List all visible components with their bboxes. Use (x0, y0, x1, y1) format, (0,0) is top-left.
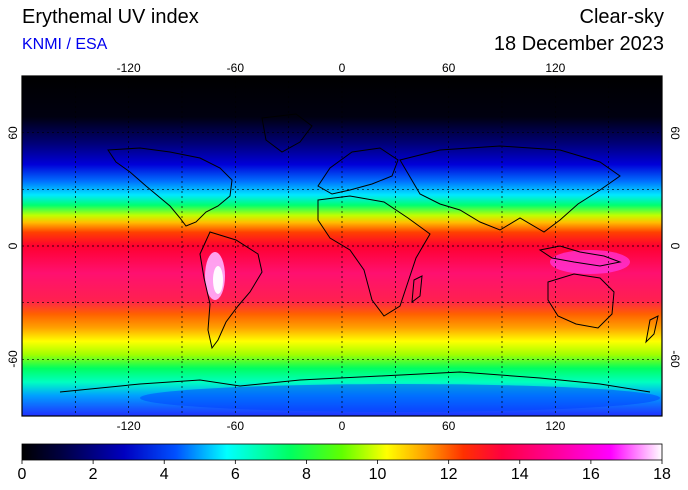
coast-australia (547, 273, 615, 329)
lon-tick-top: -120 (116, 61, 141, 75)
lat-tick-right: 0 (668, 242, 682, 250)
lat-tick-left: 60 (6, 125, 20, 140)
colorbar-label: 4 (159, 466, 169, 483)
lat-tick-left: -60 (6, 350, 20, 368)
lat-tick-right: 60 (668, 125, 682, 140)
colorbar-ticks (21, 460, 663, 464)
coast-indonesia (538, 245, 622, 267)
coast-madagascar (411, 275, 423, 304)
colorbar-label: 2 (88, 466, 98, 483)
antarctica-uv (140, 384, 660, 412)
map-title: Erythemal UV index (22, 6, 199, 28)
lat-tick-left: 0 (6, 242, 20, 250)
lon-tick-top: 120 (545, 61, 566, 75)
lon-tick-bottom: 60 (441, 419, 456, 433)
condition-label: Clear-sky (579, 6, 664, 28)
coast-antarctica (59, 371, 651, 393)
coast-north-america (107, 147, 233, 227)
andes-peak-uv (213, 266, 223, 294)
lon-tick-top: 60 (441, 61, 456, 75)
colorbar-label: 10 (368, 466, 387, 483)
coastlines (59, 113, 659, 393)
colorbar-label: 16 (581, 466, 600, 483)
colorbar-label: 8 (301, 466, 311, 483)
map-frame (21, 75, 663, 417)
coast-new-zealand (645, 315, 659, 344)
colorbar-label: 14 (510, 466, 529, 483)
lon-tick-bottom: 120 (545, 419, 566, 433)
coast-south-america (199, 231, 263, 350)
lat-lon-grid (22, 76, 662, 416)
coast-africa (317, 195, 431, 317)
colorbar-label: 6 (230, 466, 240, 483)
colorbar (21, 443, 663, 461)
credit-label: KNMI / ESA (22, 36, 108, 53)
lon-tick-bottom: -120 (116, 419, 141, 433)
indonesia-high-uv (550, 250, 630, 274)
lon-tick-top: -60 (226, 61, 244, 75)
lon-tick-bottom: -60 (226, 419, 244, 433)
lat-tick-right: -60 (668, 350, 682, 368)
lon-tick-top: 0 (338, 61, 346, 75)
date-label: 18 December 2023 (493, 33, 664, 55)
lon-tick-bottom: 0 (338, 419, 346, 433)
colorbar-label: 12 (439, 466, 458, 483)
coast-asia (399, 145, 621, 233)
colorbar-label: 18 (653, 466, 671, 483)
colorbar-label: 0 (17, 466, 27, 483)
coast-greenland (261, 113, 313, 153)
